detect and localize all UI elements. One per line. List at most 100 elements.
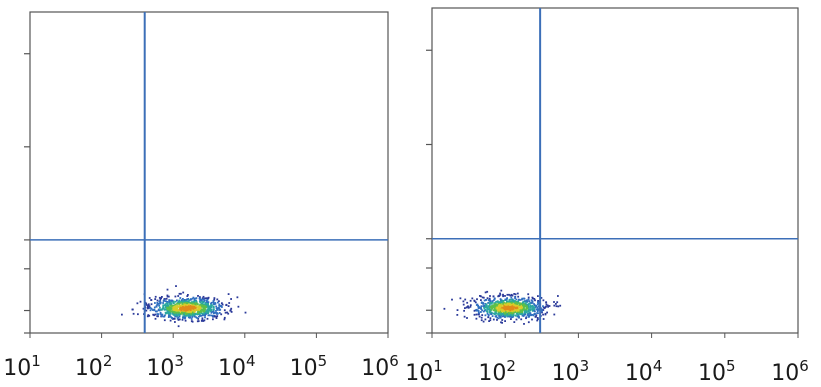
event-dot: [508, 306, 511, 308]
event-dot: [174, 310, 177, 312]
event-dot: [157, 303, 160, 305]
event-dot: [494, 309, 497, 311]
event-dot: [502, 293, 504, 296]
event-dot: [546, 304, 549, 307]
event-dot: [510, 296, 513, 299]
event-dot: [201, 314, 204, 317]
event-dot: [512, 313, 515, 315]
event-dot: [482, 320, 485, 323]
event-dot: [559, 304, 562, 307]
event-dot: [462, 303, 465, 306]
event-dot: [212, 300, 215, 302]
event-dot: [501, 319, 504, 321]
event-dot: [497, 311, 500, 314]
event-dot: [480, 311, 482, 313]
event-dot: [175, 285, 177, 287]
event-dot: [513, 321, 516, 323]
event-dot: [198, 309, 201, 311]
event-dot: [185, 313, 188, 315]
event-dot: [154, 317, 157, 320]
event-dot: [501, 301, 503, 303]
event-dot: [477, 310, 480, 312]
event-dot: [491, 300, 494, 302]
event-dot: [203, 299, 206, 302]
event-dot: [190, 298, 192, 301]
event-dot: [512, 306, 515, 309]
event-dot: [533, 313, 536, 315]
event-dot: [201, 302, 204, 304]
event-dot: [212, 318, 214, 321]
event-dot: [524, 304, 527, 307]
event-dot: [188, 306, 191, 309]
event-dot: [523, 314, 526, 316]
event-dot: [497, 305, 500, 307]
event-dot: [484, 318, 487, 321]
event-dot: [519, 299, 521, 301]
event-dot: [166, 288, 169, 291]
event-dot: [499, 299, 502, 301]
event-dot: [227, 305, 230, 307]
event-dot: [175, 311, 178, 314]
event-dot: [522, 305, 525, 307]
event-dot: [525, 316, 528, 318]
event-dot: [168, 307, 171, 309]
event-dot: [173, 300, 175, 303]
event-dot: [170, 308, 173, 310]
event-dot: [192, 306, 195, 309]
event-dot: [520, 307, 522, 310]
event-dot: [213, 303, 215, 305]
event-dot: [176, 302, 178, 305]
event-dot: [531, 310, 534, 312]
event-dot: [154, 313, 157, 316]
event-dot: [223, 309, 226, 312]
event-dot: [494, 305, 496, 308]
event-dot: [510, 298, 513, 301]
event-dot: [187, 294, 189, 296]
event-dot: [180, 305, 182, 307]
dot-plot-right: 101 102 103 104 105 106: [405, 7, 809, 386]
event-dot: [523, 306, 525, 309]
event-dot: [218, 312, 221, 314]
event-dot: [202, 307, 205, 310]
event-dot: [498, 304, 501, 306]
event-dot: [180, 292, 182, 295]
event-dot: [166, 302, 169, 305]
event-dot: [542, 306, 545, 309]
event-dot: [202, 303, 205, 306]
event-dot: [206, 317, 209, 320]
event-dot: [188, 308, 191, 311]
event-dot: [490, 311, 493, 314]
event-dot: [182, 308, 185, 311]
event-dot: [529, 309, 532, 311]
event-dot: [506, 297, 508, 299]
event-dot: [545, 303, 548, 306]
event-dot: [514, 296, 517, 299]
x-tick-label: 104: [218, 352, 256, 381]
event-dot: [185, 307, 188, 309]
event-dot: [548, 305, 551, 307]
event-dot: [542, 299, 545, 302]
event-dot: [219, 308, 222, 311]
event-dot: [475, 317, 478, 320]
event-dot: [176, 308, 178, 311]
event-dot: [474, 309, 477, 312]
event-dot: [161, 308, 164, 310]
event-dot: [163, 319, 166, 322]
event-dot: [157, 313, 160, 316]
event-dot: [547, 305, 549, 308]
event-dot: [210, 305, 213, 307]
event-dot: [521, 309, 524, 312]
event-dot: [228, 302, 231, 304]
event-dot: [189, 305, 192, 307]
event-dot: [490, 313, 493, 315]
event-dot: [489, 319, 492, 322]
event-dot: [229, 309, 232, 312]
event-dot: [167, 308, 169, 310]
event-dot: [180, 299, 183, 301]
event-dot: [557, 305, 560, 308]
event-dot: [180, 309, 183, 312]
event-dot: [516, 304, 518, 307]
event-dot: [203, 313, 206, 315]
event-dot: [482, 310, 485, 313]
